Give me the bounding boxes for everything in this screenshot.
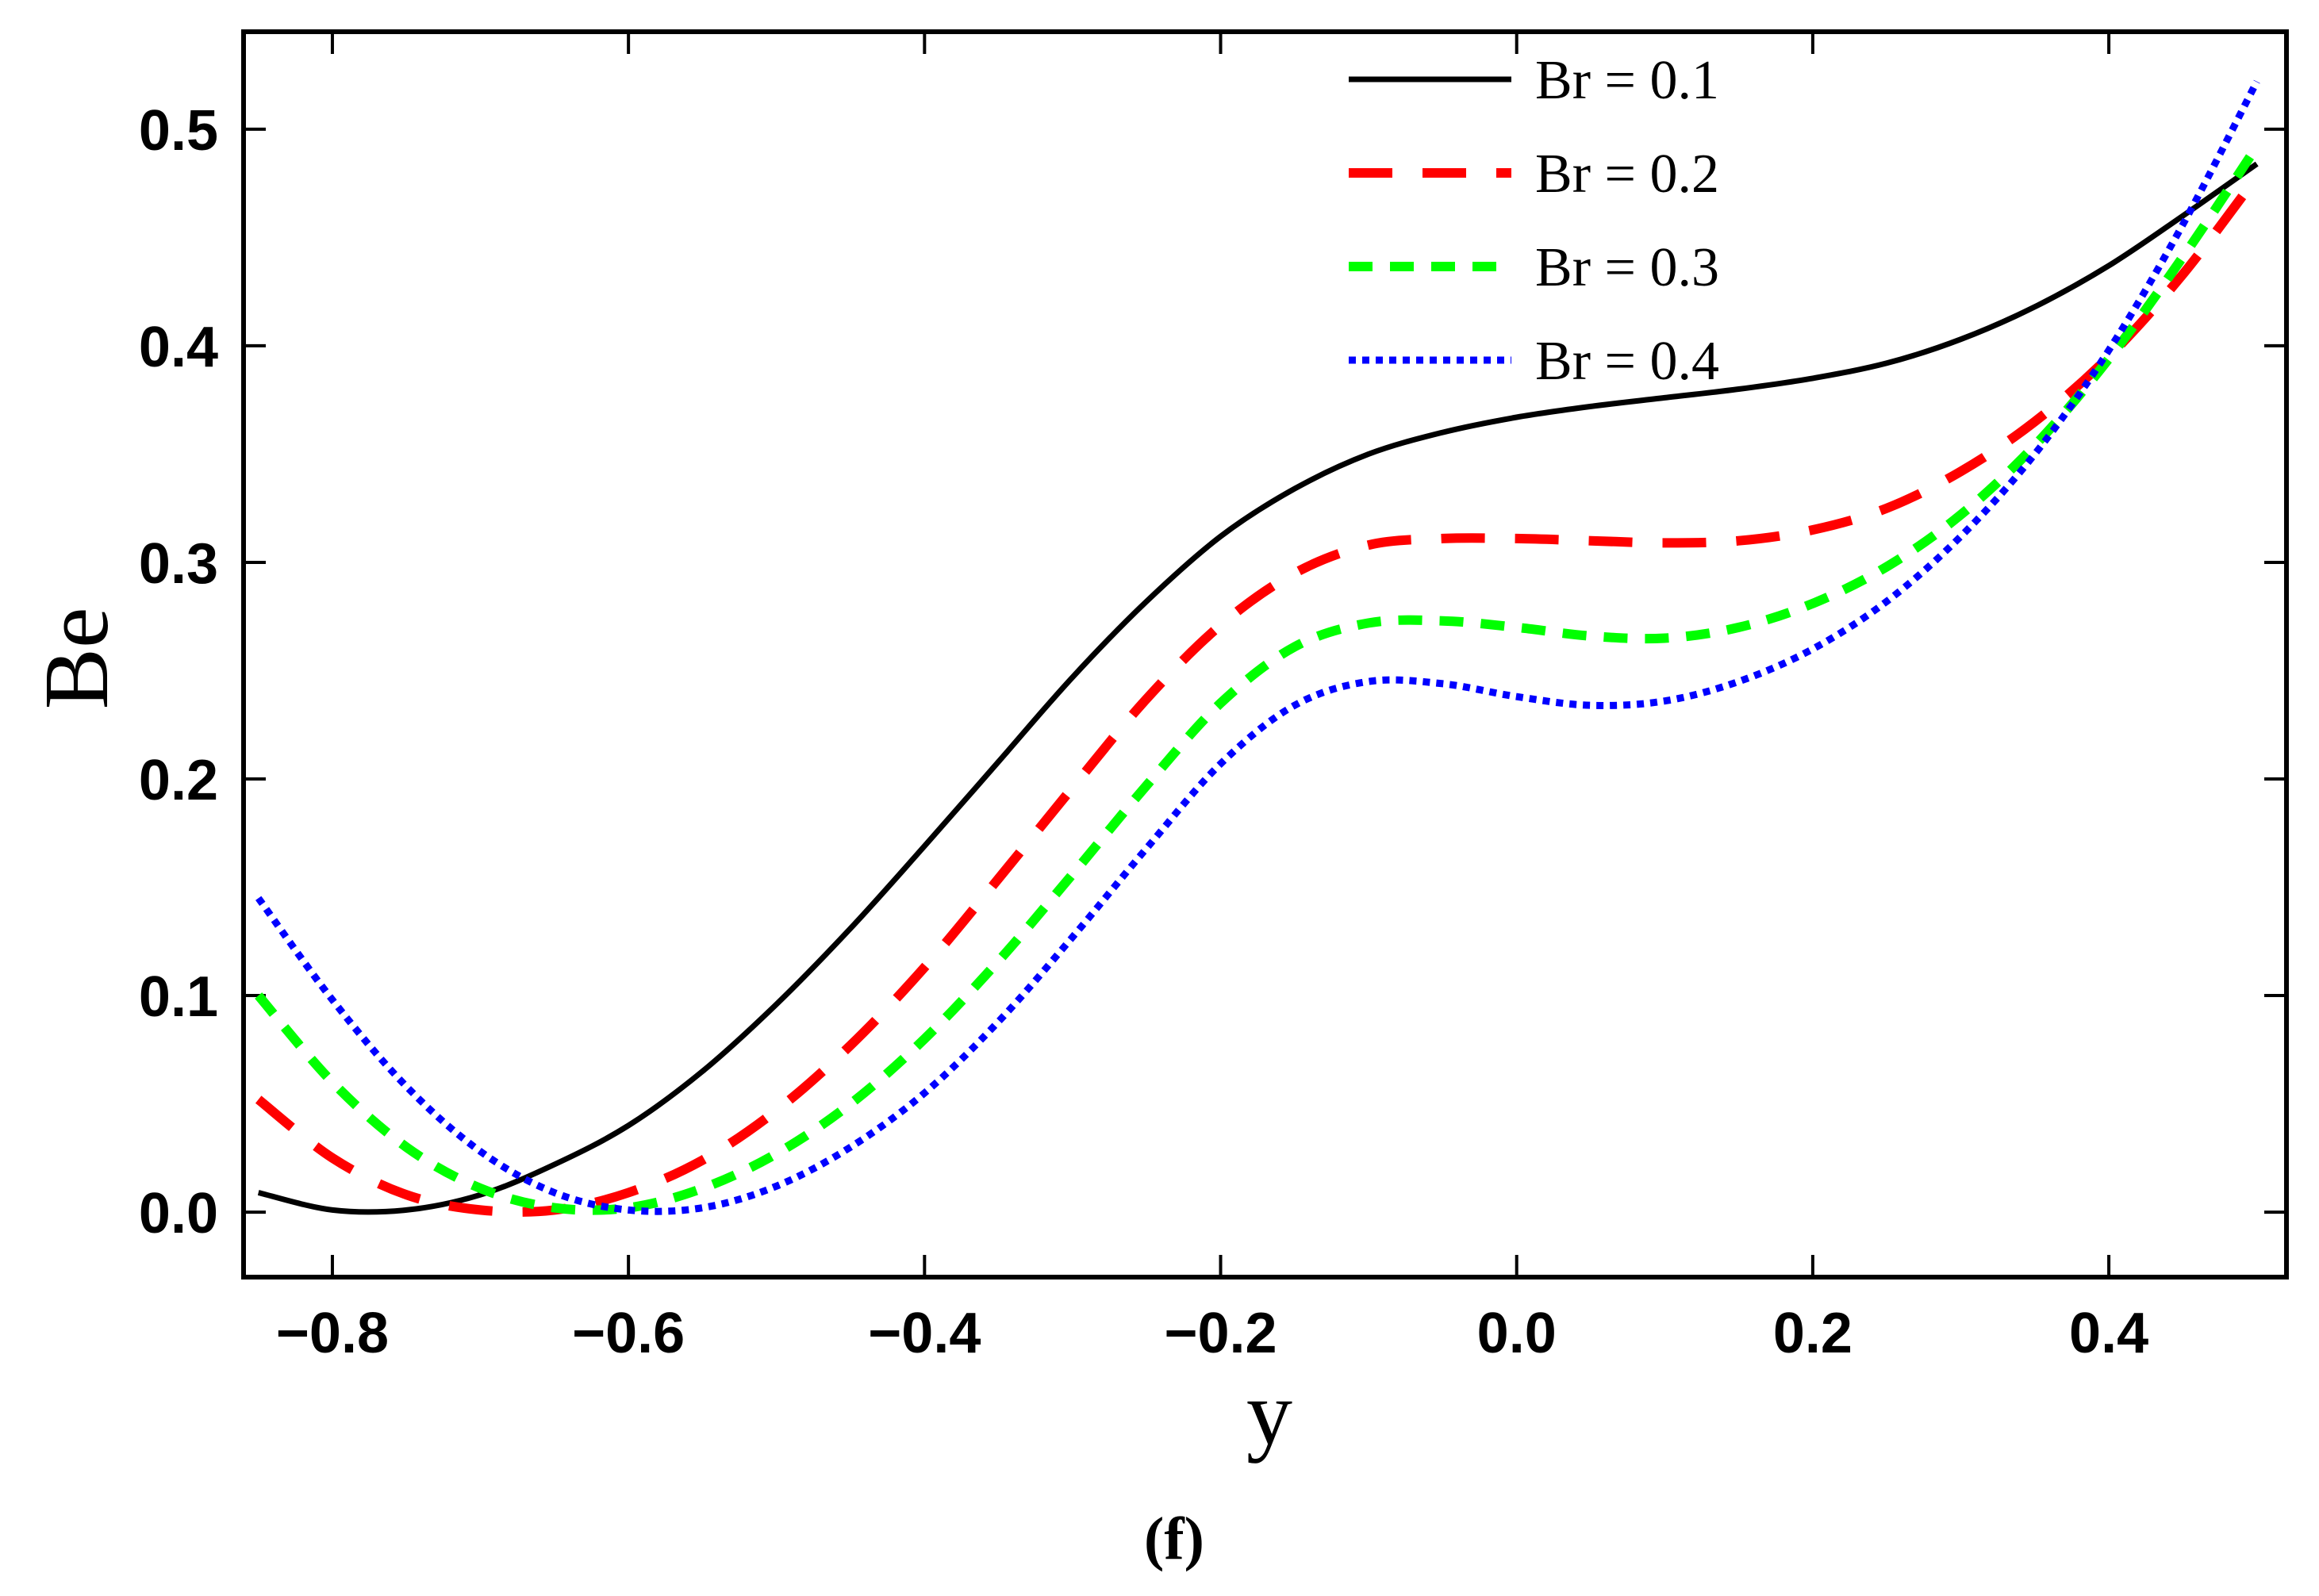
y-tick-label: 0.2 — [139, 749, 218, 812]
legend-label-br-1: Br = 0.1 — [1535, 50, 1719, 111]
series-line-br-4 — [255, 79, 2260, 1215]
series-line-br-1 — [257, 161, 2259, 1215]
plot-frame — [241, 29, 2289, 1279]
x-tick-label: 0.4 — [2069, 1302, 2148, 1365]
axis-ticks: −0.8 −0.6 −0.4 −0.2 0.0 0.2 0.4 0.0 0.1 0.2 0.3 0.4… — [139, 32, 2286, 1365]
y-tick-label: 0.0 — [139, 1182, 218, 1245]
y-tick-label: 0.1 — [139, 965, 218, 1029]
legend-label-br-3: Br = 0.3 — [1535, 237, 1719, 298]
y-axis-title: Be — [26, 608, 128, 710]
x-tick-label: 0.2 — [1773, 1302, 1853, 1365]
x-tick-label: 0.0 — [1477, 1302, 1557, 1365]
y-tick-label: 0.3 — [139, 532, 218, 596]
x-tick-label: −0.2 — [1164, 1302, 1277, 1365]
series-line-br-3 — [255, 144, 2261, 1215]
x-axis-title: y — [1246, 1363, 1292, 1464]
x-tick-label: −0.8 — [276, 1302, 389, 1365]
y-tick-label: 0.4 — [139, 316, 218, 379]
series-line-br-2 — [255, 174, 2261, 1217]
legend-label-br-4: Br = 0.4 — [1535, 331, 1719, 392]
series-layer — [255, 79, 2261, 1217]
figure-caption: (f) — [1144, 1506, 1204, 1572]
legend-label-br-2: Br = 0.2 — [1535, 144, 1719, 205]
legend: Br = 0.1 Br = 0.2 Br = 0.3 Br = 0.4 — [1349, 50, 1719, 392]
x-tick-label: −0.4 — [868, 1302, 981, 1365]
x-tick-label: −0.6 — [572, 1302, 685, 1365]
y-tick-label: 0.5 — [139, 99, 218, 163]
